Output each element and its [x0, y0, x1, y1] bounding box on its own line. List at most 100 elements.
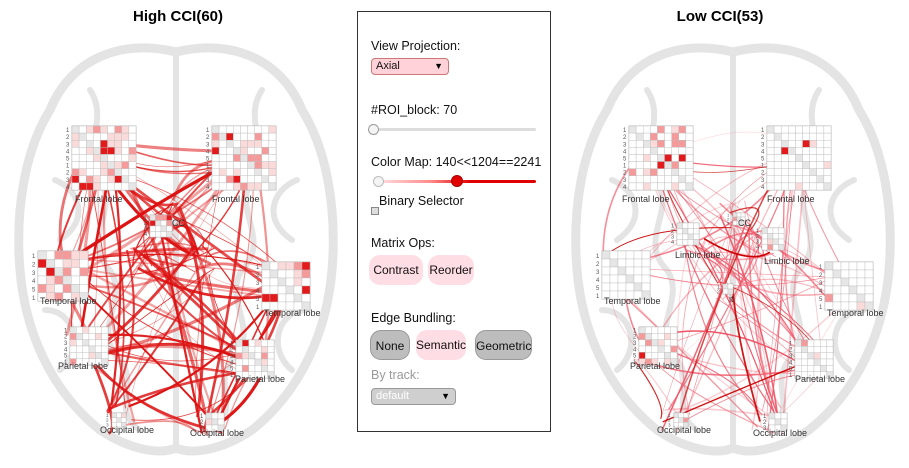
connection-edge [661, 216, 736, 416]
center-it-matrix[interactable]: 12 [717, 283, 734, 295]
temporal-left-matrix[interactable]: 1 2 3 4 5 1 [32, 250, 89, 302]
occipital-right-matrix[interactable]: 123 [200, 412, 225, 432]
matrix-tick: 4 [761, 149, 765, 155]
matrix-tick: 4 [756, 245, 759, 251]
connection-edge [673, 293, 853, 414]
label-occipital-right: Occipital lobe [190, 428, 244, 438]
matrix-tick: 3 [761, 178, 765, 184]
matrix-tick: 4 [206, 185, 210, 191]
color-map-high-handle[interactable] [451, 175, 464, 187]
label-occipital-left: Occipital lobe [100, 425, 154, 435]
occipital-right-matrix[interactable]: 123 [763, 412, 788, 432]
label-temporal-left: Temporal lobe [40, 296, 97, 306]
roi-block-slider-track[interactable] [373, 128, 536, 131]
matrix-tick: 1 [671, 224, 674, 230]
matrix-tick: 1 [596, 254, 600, 260]
center-matrix[interactable]: 123 [727, 212, 746, 226]
by-track-value: default [376, 390, 410, 402]
connection-edge [133, 249, 247, 357]
label-parietal-right: Parietal lobe [235, 374, 285, 384]
matrix-tick: 4 [230, 360, 234, 366]
matrix-tick: 1 [819, 265, 823, 271]
connection-edge [661, 222, 747, 431]
connection-edge [652, 360, 775, 434]
matrix-tick: 1 [756, 229, 759, 235]
matrix-tick: 3 [206, 142, 210, 148]
matrix-tick: 3 [623, 178, 627, 184]
connection-edge [174, 224, 200, 255]
matrix-tick: 4 [206, 149, 210, 155]
connection-edge [781, 158, 807, 436]
matrix-tick: 5 [819, 297, 823, 303]
binary-selector-label: Binary Selector [379, 194, 464, 208]
occipital-left-matrix[interactable]: 123 [668, 412, 689, 428]
color-map-low-handle[interactable] [373, 176, 384, 187]
matrix-tick: 1 [206, 128, 210, 134]
temporal-right-matrix[interactable]: 1 2 3 4 5 1 [819, 261, 874, 311]
matrix-tick: 4 [66, 185, 70, 191]
roi-block-slider-handle[interactable] [368, 124, 379, 135]
matrix-tick: 2 [727, 216, 730, 221]
matrix-tick: 3 [668, 422, 671, 427]
matrix-tick: 2 [623, 135, 627, 141]
connection-edge [706, 239, 772, 435]
connection-edge [658, 348, 808, 374]
geometric-button[interactable]: Geometric [475, 330, 532, 360]
matrix-tick: 2 [761, 171, 765, 177]
matrix-tick: 1 [106, 413, 109, 418]
matrix-tick: 3 [789, 354, 793, 360]
matrix-tick: 2 [633, 335, 637, 341]
matrix-tick: 3 [633, 341, 637, 347]
matrix-tick: 5 [761, 156, 765, 162]
matrix-tick: 4 [66, 149, 70, 155]
lobe-matrices[interactable]: 1234512341234512341234511234511234511234… [32, 125, 311, 432]
matrix-tick: 5 [256, 297, 260, 303]
matrix-tick: 2 [761, 135, 765, 141]
left-brain-view[interactable]: 1234512341234512341234511234511234511234… [0, 30, 352, 466]
temporal-right-matrix[interactable]: 1 2 3 4 5 1 [256, 261, 311, 311]
matrix-tick: 1 [717, 284, 720, 290]
matrix-tick: 1 [668, 413, 671, 418]
control-panel: View Projection: Axial ▼ #ROI_block: 70 … [357, 11, 551, 432]
connection-edge [128, 298, 274, 408]
temporal-left-matrix[interactable]: 1 2 3 4 5 1 [596, 250, 651, 300]
matrix-tick: 3 [206, 178, 210, 184]
matrix-tick: 3 [623, 142, 627, 148]
matrix-tick: 2 [66, 171, 70, 177]
matrix-tick: 4 [623, 149, 627, 155]
lobe-matrices[interactable]: 1234512341234512341234511234511234511234… [596, 125, 874, 432]
matrix-tick: 3 [66, 178, 70, 184]
matrix-tick: 3 [106, 422, 109, 427]
label-temporal-right: Temporal lobe [827, 308, 884, 318]
right-brain-view[interactable]: 1234512341234512341234511234511234511234… [557, 30, 909, 466]
view-projection-select[interactable]: Axial ▼ [371, 58, 449, 75]
matrix-tick: 1 [596, 294, 600, 300]
binary-selector-checkbox[interactable] [371, 207, 379, 215]
label-frontal-right: Frontal lobe [212, 194, 260, 204]
contrast-button[interactable]: Contrast [369, 255, 423, 285]
matrix-tick: 1 [623, 128, 627, 134]
matrix-tick: 2 [671, 229, 674, 235]
matrix-tick: 1 [633, 328, 637, 334]
occipital-left-matrix[interactable]: 123 [106, 412, 127, 428]
lobe-labels: Frontal lobe Frontal lobe Temporal lobe … [604, 194, 884, 438]
matrix-tick: 3 [596, 270, 600, 276]
reorder-button[interactable]: Reorder [428, 255, 474, 285]
label-parietal-left: Parietal lobe [630, 361, 680, 371]
semantic-button[interactable]: Semantic [416, 330, 466, 360]
label-frontal-left: Frontal lobe [622, 194, 670, 204]
matrix-tick: 1 [727, 212, 730, 217]
by-track-select[interactable]: default ▼ [371, 388, 456, 405]
none-button[interactable]: None [370, 330, 410, 360]
